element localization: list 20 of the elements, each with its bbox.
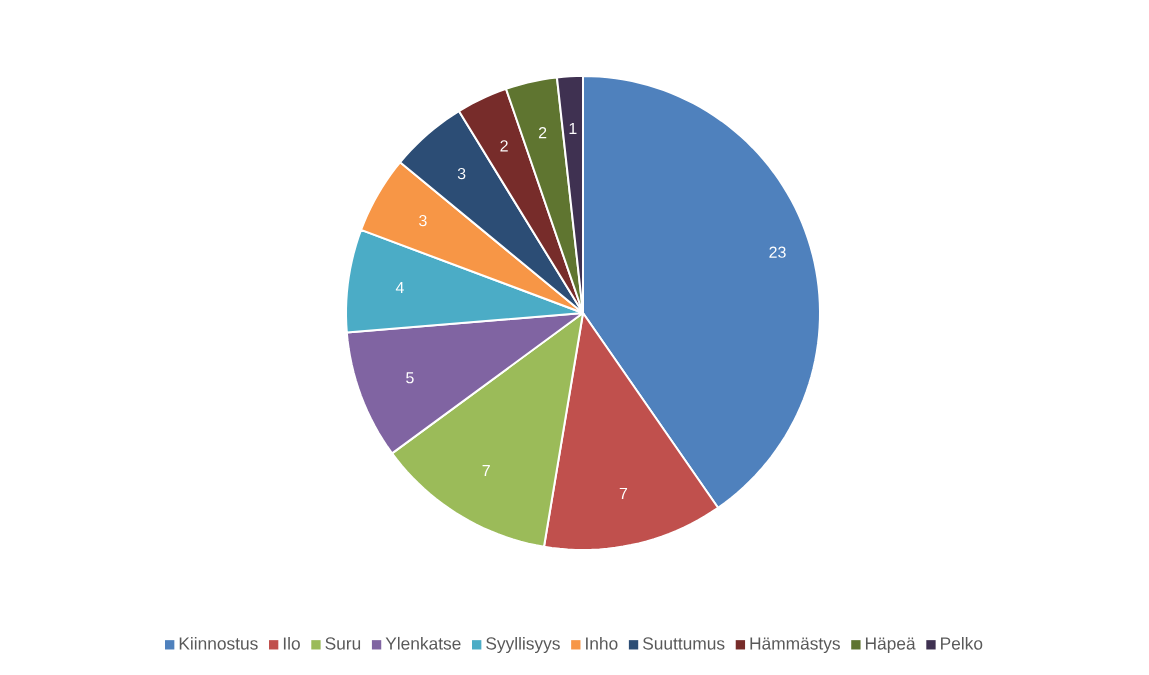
legend-label: Hämmästys (750, 637, 840, 654)
data-label: 2 (500, 140, 508, 152)
data-label: 7 (482, 465, 490, 476)
data-label: 1 (569, 122, 577, 134)
data-label: 3 (457, 167, 466, 180)
data-label: 23 (769, 246, 786, 258)
legend-label: Inho (586, 636, 618, 650)
legend-label: Kiinnostus (179, 636, 258, 650)
legend-label: Ylenkatse (385, 636, 461, 650)
legend-label: Syyllisyys (486, 636, 560, 654)
legend-label: Pelko (941, 636, 983, 650)
legend-label: Häpeä (865, 637, 916, 654)
data-label: 5 (406, 372, 414, 384)
data-label: 7 (619, 487, 628, 499)
data-label: 4 (395, 282, 404, 294)
legend-label: Suuttumus (643, 637, 725, 650)
legend-label: Ilo (283, 636, 300, 650)
data-label: 3 (419, 214, 427, 227)
data-label: 2 (538, 127, 547, 139)
legend-label: Suru (325, 637, 361, 650)
